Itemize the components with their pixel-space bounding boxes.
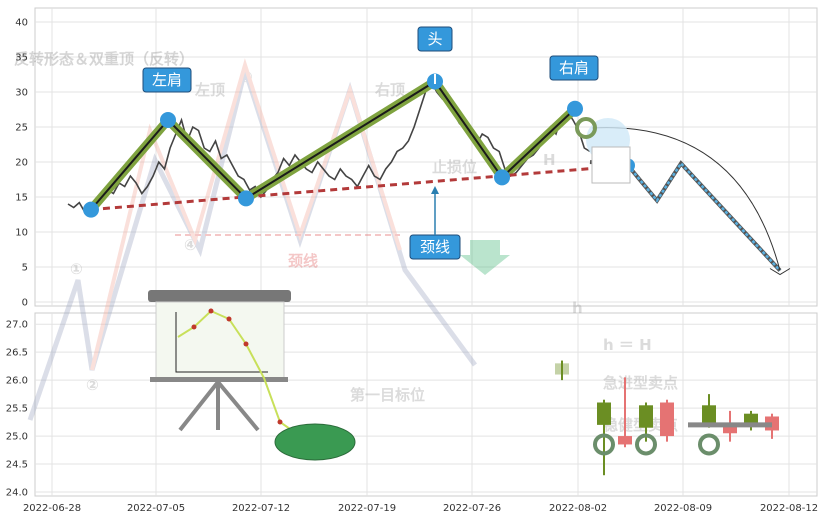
pattern-outline-core [90, 80, 576, 211]
bottom-ytick-label-6: 27.0 [6, 320, 28, 331]
board-curve-point-1 [208, 308, 214, 314]
projection-arc [591, 127, 781, 271]
pattern-point-1 [160, 112, 176, 128]
right-shoulder-ring [575, 117, 597, 139]
callout-label-3: 颈线 [420, 238, 450, 256]
price-layer [67, 79, 591, 214]
ghost-text-12: ② [86, 376, 99, 394]
callout-label-0: 左肩 [152, 71, 182, 89]
board-bottom-bar [150, 377, 288, 382]
bottom-ytick-label-0: 24.0 [6, 488, 28, 499]
candle-layer [555, 360, 779, 476]
pattern-point-4 [494, 169, 510, 186]
xtick-label-0: 2022-06-28 [23, 503, 81, 514]
callout-label-1: 头 [427, 30, 442, 48]
neckline-pointer-head [431, 186, 439, 194]
top-ytick-label-0: 0 [22, 298, 28, 309]
ghost-text-11: ① [70, 260, 83, 278]
candle-body-2 [618, 436, 632, 445]
bottom-ytick-label-4: 26.0 [6, 376, 28, 387]
candle-marker-ring-1 [635, 433, 657, 456]
top-ytick-label-7: 35 [15, 53, 28, 64]
board-top-bar [148, 290, 291, 302]
xtick-label-5: 2022-08-02 [549, 503, 607, 514]
top-ytick-label-6: 30 [15, 88, 28, 99]
board-curve-point-0 [191, 324, 197, 330]
top-ytick-label-4: 20 [15, 158, 28, 169]
ghost-zigzag-line [27, 60, 478, 421]
board-panel [155, 301, 285, 381]
pattern-layer [83, 73, 791, 276]
candle-body-5 [702, 405, 716, 425]
top-ytick-label-8: 40 [15, 18, 28, 29]
candle-body-7 [744, 413, 758, 425]
bottom-ytick-label-3: 25.5 [6, 404, 28, 415]
callout-label-2: 右肩 [559, 59, 589, 77]
bottom-panel-background [34, 312, 818, 497]
price-line [67, 79, 591, 214]
top-ytick-label-1: 5 [22, 263, 28, 274]
board-curve-point-3 [243, 341, 249, 347]
pattern-point-5 [567, 100, 583, 117]
top-ytick-label-2: 10 [15, 228, 28, 239]
xtick-label-1: 2022-07-05 [127, 503, 185, 514]
candle-body-0 [555, 363, 569, 375]
round-plate [274, 423, 356, 461]
top-grid [35, 8, 817, 306]
callout-box-2 [549, 55, 599, 81]
ghost-text-9: 急进型卖点 [603, 374, 678, 392]
board-stand [178, 380, 260, 432]
ghost-text-14: ⑤ [240, 68, 253, 86]
ghost-text-3: 止损位 [432, 158, 477, 176]
ghost-text-6: h [572, 299, 583, 317]
callout-box-0 [142, 67, 192, 93]
xtick-label-7: 2022-08-12 [760, 503, 818, 514]
ghost-text-2: 右顶 [375, 81, 405, 99]
ghost-text-4: 颈线 [287, 252, 318, 270]
top-ytick-label-5: 25 [15, 123, 28, 134]
ghost-text-1: 左顶 [194, 81, 225, 99]
board-curve-point-4 [277, 419, 283, 425]
xtick-label-6: 2022-08-09 [654, 503, 712, 514]
ghost-text-8: h ＝ H [603, 336, 652, 354]
top-ytick-label-3: 15 [15, 193, 28, 204]
xtick-label-2: 2022-07-12 [232, 503, 290, 514]
bottom-ytick-label-2: 25.0 [6, 432, 28, 443]
bottom-ytick-label-1: 24.5 [6, 460, 28, 471]
board-axes [175, 312, 268, 373]
ghost-text-0: 反转形态＆双重顶（反转） [14, 50, 194, 68]
ghost-text-7: H [543, 151, 556, 169]
neckline [90, 164, 629, 212]
pattern-point-2 [238, 190, 254, 207]
illustration-layer [148, 146, 631, 461]
xtick-label-3: 2022-07-19 [338, 503, 396, 514]
xtick-label-4: 2022-07-26 [443, 503, 501, 514]
callout-box-1 [417, 26, 453, 52]
board-curve-point-2 [226, 316, 232, 322]
ghost-down-arrow [460, 240, 510, 275]
ghost-red-zigzag [90, 58, 402, 371]
projection-line [627, 161, 781, 272]
ghost-text-13: ④ [184, 236, 197, 254]
projection-arc-arrow [769, 268, 791, 276]
candle-body-3 [639, 405, 653, 428]
axis-labels: 0 5 10 15 20 25 30 35 40 24.0 24.5 25.0 25.5 26.0 26.5… [6, 18, 818, 515]
board-curve [177, 309, 301, 437]
mini-board-icon [591, 146, 631, 184]
candle-body-1 [597, 402, 611, 425]
pattern-point-0 [83, 201, 99, 218]
ghost-text-5: 第一目标位 [350, 386, 425, 404]
bottom-ytick-label-5: 26.5 [6, 348, 28, 359]
candle-marker-ring-0 [593, 433, 615, 456]
candle-body-4 [660, 402, 674, 437]
candle-marker-ring-2 [698, 433, 720, 456]
candle-body-6 [723, 424, 737, 434]
